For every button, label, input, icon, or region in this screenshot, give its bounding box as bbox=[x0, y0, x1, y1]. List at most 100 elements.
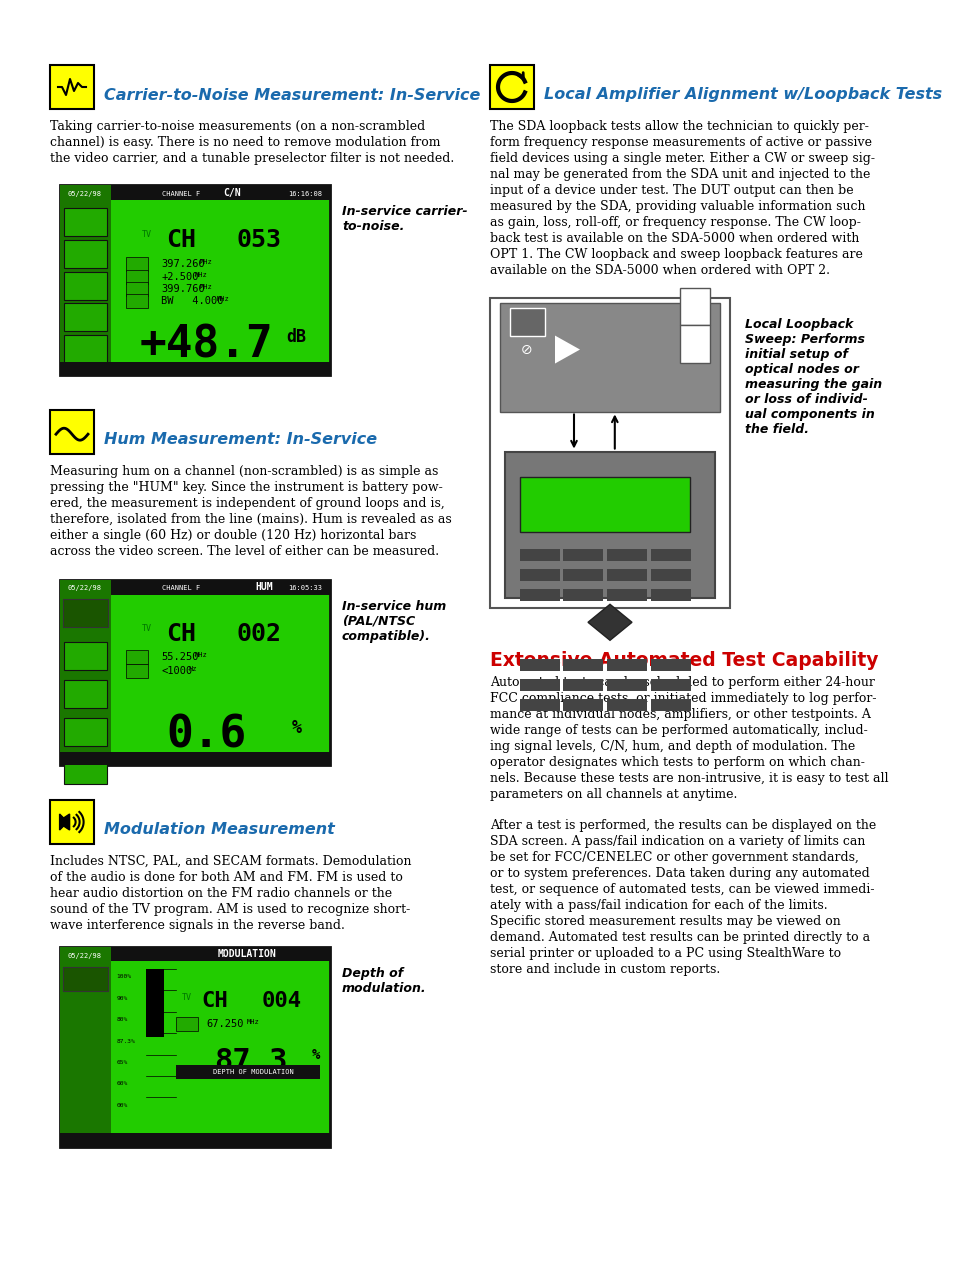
Text: CHANNEL F: CHANNEL F bbox=[162, 585, 200, 592]
Bar bbox=[50, 800, 94, 845]
Text: wave interference signals in the reverse band.: wave interference signals in the reverse… bbox=[50, 919, 345, 932]
Text: or to system preferences. Data taken during any automated: or to system preferences. Data taken dur… bbox=[490, 867, 869, 880]
Bar bbox=[650, 700, 690, 711]
Text: C/N: C/N bbox=[223, 188, 240, 198]
Text: field devices using a single meter. Either a CW or sweep sig-: field devices using a single meter. Eith… bbox=[490, 152, 874, 165]
Text: form frequency response measurements of active or passive: form frequency response measurements of … bbox=[490, 136, 871, 149]
Bar bbox=[504, 452, 714, 598]
Bar bbox=[126, 282, 148, 296]
Text: 399.760: 399.760 bbox=[161, 284, 205, 293]
Text: <1000: <1000 bbox=[161, 667, 193, 676]
Bar bbox=[519, 679, 559, 691]
Text: 0.6: 0.6 bbox=[166, 714, 246, 757]
Bar bbox=[606, 550, 646, 561]
Text: MHz: MHz bbox=[246, 1019, 259, 1025]
Bar bbox=[60, 580, 330, 765]
Text: 60%: 60% bbox=[116, 1081, 128, 1086]
Text: 05/22/98: 05/22/98 bbox=[68, 190, 102, 197]
Bar bbox=[64, 272, 107, 300]
Text: CH: CH bbox=[166, 229, 196, 253]
Bar bbox=[562, 589, 602, 601]
Bar bbox=[490, 298, 729, 608]
Text: 100%: 100% bbox=[116, 974, 132, 979]
Text: Taking carrier-to-noise measurements (on a non-scrambled: Taking carrier-to-noise measurements (on… bbox=[50, 119, 425, 133]
Text: the video carrier, and a tunable preselector filter is not needed.: the video carrier, and a tunable presele… bbox=[50, 152, 454, 165]
Text: %: % bbox=[312, 1048, 320, 1062]
Text: input of a device under test. The DUT output can then be: input of a device under test. The DUT ou… bbox=[490, 184, 853, 197]
Text: +2.500: +2.500 bbox=[161, 272, 198, 282]
Bar bbox=[126, 664, 148, 678]
Bar bbox=[562, 700, 602, 711]
Text: 16:16:08: 16:16:08 bbox=[288, 190, 322, 197]
Text: MHz: MHz bbox=[194, 653, 207, 658]
Text: 65%: 65% bbox=[116, 1060, 128, 1066]
Bar bbox=[519, 589, 559, 601]
Bar bbox=[606, 679, 646, 691]
Bar bbox=[606, 659, 646, 672]
Text: Local Amplifier Alignment w/Loopback Tests: Local Amplifier Alignment w/Loopback Tes… bbox=[543, 88, 942, 103]
Bar bbox=[60, 752, 330, 765]
Bar bbox=[519, 700, 559, 711]
Bar bbox=[562, 659, 602, 672]
Text: MHz: MHz bbox=[216, 296, 229, 302]
Bar bbox=[146, 969, 164, 1038]
Bar bbox=[60, 185, 330, 375]
Text: After a test is performed, the results can be displayed on the: After a test is performed, the results c… bbox=[490, 819, 876, 832]
Text: hear audio distortion on the FM radio channels or the: hear audio distortion on the FM radio ch… bbox=[50, 886, 392, 900]
Bar bbox=[60, 185, 112, 375]
Text: MODULATION: MODULATION bbox=[217, 949, 276, 959]
Text: 67.250: 67.250 bbox=[206, 1019, 244, 1029]
Text: 05/22/98: 05/22/98 bbox=[68, 952, 102, 959]
Bar bbox=[679, 325, 709, 363]
Text: therefore, isolated from the line (mains). Hum is revealed as as: therefore, isolated from the line (mains… bbox=[50, 513, 452, 526]
Bar bbox=[519, 476, 689, 532]
Bar bbox=[126, 650, 148, 664]
Text: serial printer or uploaded to a PC using StealthWare to: serial printer or uploaded to a PC using… bbox=[490, 947, 841, 960]
Text: either a single (60 Hz) or double (120 Hz) horizontal bars: either a single (60 Hz) or double (120 H… bbox=[50, 530, 416, 542]
Text: In-service carrier-
to-noise.: In-service carrier- to-noise. bbox=[341, 204, 467, 232]
Text: available on the SDA-5000 when ordered with OPT 2.: available on the SDA-5000 when ordered w… bbox=[490, 264, 829, 277]
Text: Carrier-to-Noise Measurement: In-Service: Carrier-to-Noise Measurement: In-Service bbox=[104, 88, 480, 103]
Text: store and include in custom reports.: store and include in custom reports. bbox=[490, 963, 720, 977]
Bar bbox=[176, 1017, 198, 1031]
Bar bbox=[64, 679, 107, 707]
Bar bbox=[519, 550, 559, 561]
Text: TV: TV bbox=[181, 992, 192, 1002]
Text: Includes NTSC, PAL, and SECAM formats. Demodulation: Includes NTSC, PAL, and SECAM formats. D… bbox=[50, 855, 411, 867]
Bar bbox=[60, 947, 112, 1147]
Text: MHz: MHz bbox=[199, 259, 213, 265]
Bar bbox=[60, 362, 330, 375]
Bar bbox=[606, 569, 646, 582]
Bar bbox=[60, 580, 112, 765]
Text: Modulation Measurement: Modulation Measurement bbox=[104, 823, 335, 837]
Text: BW   4.000: BW 4.000 bbox=[161, 296, 224, 306]
Polygon shape bbox=[555, 335, 579, 363]
Text: demand. Automated test results can be printed directly to a: demand. Automated test results can be pr… bbox=[490, 931, 869, 944]
Text: 55.250: 55.250 bbox=[161, 653, 198, 662]
Text: Measuring hum on a channel (non-scrambled) is as simple as: Measuring hum on a channel (non-scramble… bbox=[50, 465, 438, 478]
Text: 80%: 80% bbox=[116, 1017, 128, 1022]
Text: MHz: MHz bbox=[194, 272, 207, 278]
Text: 397.260: 397.260 bbox=[161, 259, 205, 269]
Text: CH: CH bbox=[201, 991, 228, 1011]
Bar bbox=[650, 589, 690, 601]
Text: Local Loopback
Sweep: Performs
initial setup of
optical nodes or
measuring the g: Local Loopback Sweep: Performs initial s… bbox=[744, 318, 882, 436]
Text: sound of the TV program. AM is used to recognize short-: sound of the TV program. AM is used to r… bbox=[50, 903, 410, 916]
Bar bbox=[176, 1066, 319, 1080]
Bar bbox=[112, 947, 330, 961]
Text: %: % bbox=[291, 719, 301, 737]
Text: ing signal levels, C/N, hum, and depth of modulation. The: ing signal levels, C/N, hum, and depth o… bbox=[490, 740, 854, 753]
Text: back test is available on the SDA-5000 when ordered with: back test is available on the SDA-5000 w… bbox=[490, 232, 859, 245]
Bar bbox=[64, 335, 107, 363]
Bar bbox=[64, 756, 107, 784]
Text: be set for FCC/CENELEC or other government standards,: be set for FCC/CENELEC or other governme… bbox=[490, 851, 858, 864]
Text: CH: CH bbox=[166, 621, 196, 645]
Polygon shape bbox=[64, 814, 70, 831]
Text: nels. Because these tests are non-intrusive, it is easy to test all: nels. Because these tests are non-intrus… bbox=[490, 772, 887, 785]
Text: HUM: HUM bbox=[255, 583, 273, 592]
Text: +48.7: +48.7 bbox=[139, 323, 273, 366]
Bar bbox=[63, 966, 109, 991]
Text: 053: 053 bbox=[236, 229, 281, 253]
Text: OPT 1. The CW loopback and sweep loopback features are: OPT 1. The CW loopback and sweep loopbac… bbox=[490, 248, 862, 262]
Text: 87.3: 87.3 bbox=[214, 1046, 288, 1076]
